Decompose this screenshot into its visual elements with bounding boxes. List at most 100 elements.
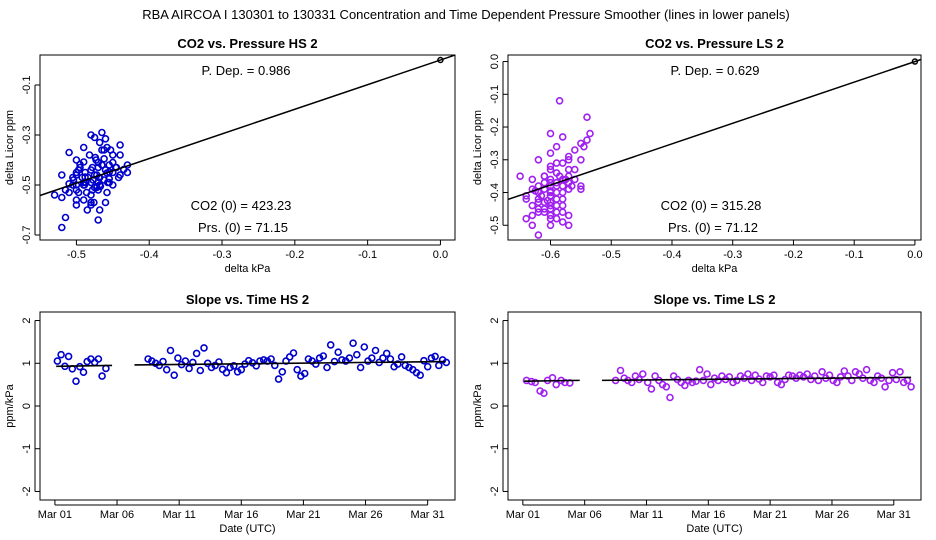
data-point	[50, 191, 59, 199]
data-point	[558, 159, 567, 167]
y-tick-label: -0.3	[21, 126, 33, 145]
data-point	[580, 142, 588, 151]
data-point	[114, 173, 123, 182]
x-tick-label: Mar 16	[691, 509, 725, 521]
scatter-ls-panel: CO2 vs. Pressure LS 2 -0.6 -0.5 -0.4 -0.3 -0.…	[472, 36, 923, 275]
data-point	[546, 175, 555, 184]
panel-title: Slope vs. Time LS 2	[654, 292, 776, 307]
data-point	[431, 352, 439, 361]
data-point	[907, 382, 915, 391]
data-point	[423, 362, 432, 371]
data-point	[218, 365, 227, 374]
x-tick-label: Mar 26	[815, 509, 849, 521]
data-point	[95, 206, 104, 214]
plot-frame	[39, 311, 456, 501]
data-point	[278, 367, 287, 376]
data-point	[98, 372, 106, 380]
data-point	[57, 350, 65, 359]
data-point	[416, 371, 425, 380]
data-point	[616, 366, 625, 375]
fit-line	[507, 58, 922, 201]
data-point	[807, 375, 815, 384]
data-point	[552, 142, 561, 151]
data-point	[382, 349, 391, 358]
data-point	[873, 372, 882, 380]
x-tick-label: Mar 06	[568, 509, 602, 521]
data-point	[334, 348, 343, 357]
data-point	[371, 346, 380, 355]
data-point	[293, 365, 302, 374]
fit-line	[39, 54, 456, 197]
data-point	[666, 393, 674, 402]
data-point	[836, 373, 845, 381]
trend-line	[524, 379, 580, 383]
data-point	[534, 231, 543, 239]
data-point	[537, 192, 546, 200]
data-point	[98, 161, 106, 169]
data-point	[95, 173, 103, 182]
data-point	[315, 354, 324, 362]
data-point	[267, 355, 275, 363]
data-point	[166, 346, 175, 355]
data-point	[855, 370, 864, 378]
x-tick-label: Mar 26	[348, 509, 382, 521]
data-point	[558, 182, 567, 190]
data-point	[552, 195, 561, 203]
data-point	[57, 193, 66, 202]
data-point	[72, 196, 81, 204]
data-point	[222, 368, 231, 377]
data-point	[65, 180, 73, 188]
data-point	[76, 163, 84, 172]
data-point	[356, 363, 365, 372]
panel-title: CO2 vs. Pressure HS 2	[177, 36, 317, 51]
origin-point	[911, 58, 919, 65]
data-point	[79, 196, 88, 204]
data-point	[528, 201, 537, 210]
data-point	[230, 361, 238, 370]
data-point	[72, 156, 81, 164]
data-point	[564, 221, 573, 230]
data-point	[548, 373, 557, 382]
x-tick-label: -0.5	[67, 249, 86, 261]
data-point	[397, 353, 406, 361]
data-point	[379, 354, 387, 362]
data-point	[103, 178, 112, 187]
plot-frame	[507, 311, 922, 501]
data-point	[564, 165, 573, 174]
data-point	[330, 357, 339, 366]
data-point	[577, 185, 585, 193]
data-point	[151, 359, 160, 368]
data-point	[233, 367, 242, 376]
data-point	[583, 136, 591, 144]
data-point	[564, 211, 573, 220]
x-tick-label: -0.4	[663, 249, 682, 261]
data-point	[87, 191, 95, 199]
data-point	[116, 151, 124, 159]
x-tick-label: -0.1	[358, 249, 377, 261]
x-tick-label: Mar 01	[506, 509, 540, 521]
data-point	[162, 365, 171, 374]
data-point	[870, 378, 878, 387]
x-tick-label: Mar 21	[753, 509, 787, 521]
annotation-co2-0: CO2 (0) = 315.28	[661, 198, 762, 213]
data-point	[570, 146, 579, 154]
data-point	[561, 378, 569, 387]
data-point	[442, 358, 451, 367]
data-point	[100, 155, 108, 163]
annotation-p-dep: P. Dep. = 0.986	[201, 63, 290, 78]
trend-line	[134, 360, 446, 366]
data-point	[57, 223, 66, 232]
data-point	[434, 361, 443, 370]
y-tick-label: 2	[489, 317, 501, 323]
data-point	[349, 339, 357, 348]
annotation-prs-0: Prs. (0) = 71.15	[198, 220, 288, 235]
x-tick-label: -0.2	[784, 249, 803, 261]
data-point	[534, 205, 543, 213]
slope-ls-panel: Slope vs. Time LS 2 Mar 01 Mar 06 Mar 11 Mar…	[472, 292, 922, 535]
data-point	[72, 377, 80, 386]
data-point	[192, 349, 201, 358]
y-tick-label: 2	[21, 317, 33, 323]
data-point	[546, 149, 555, 157]
y-tick-label: 0.0	[489, 54, 501, 69]
